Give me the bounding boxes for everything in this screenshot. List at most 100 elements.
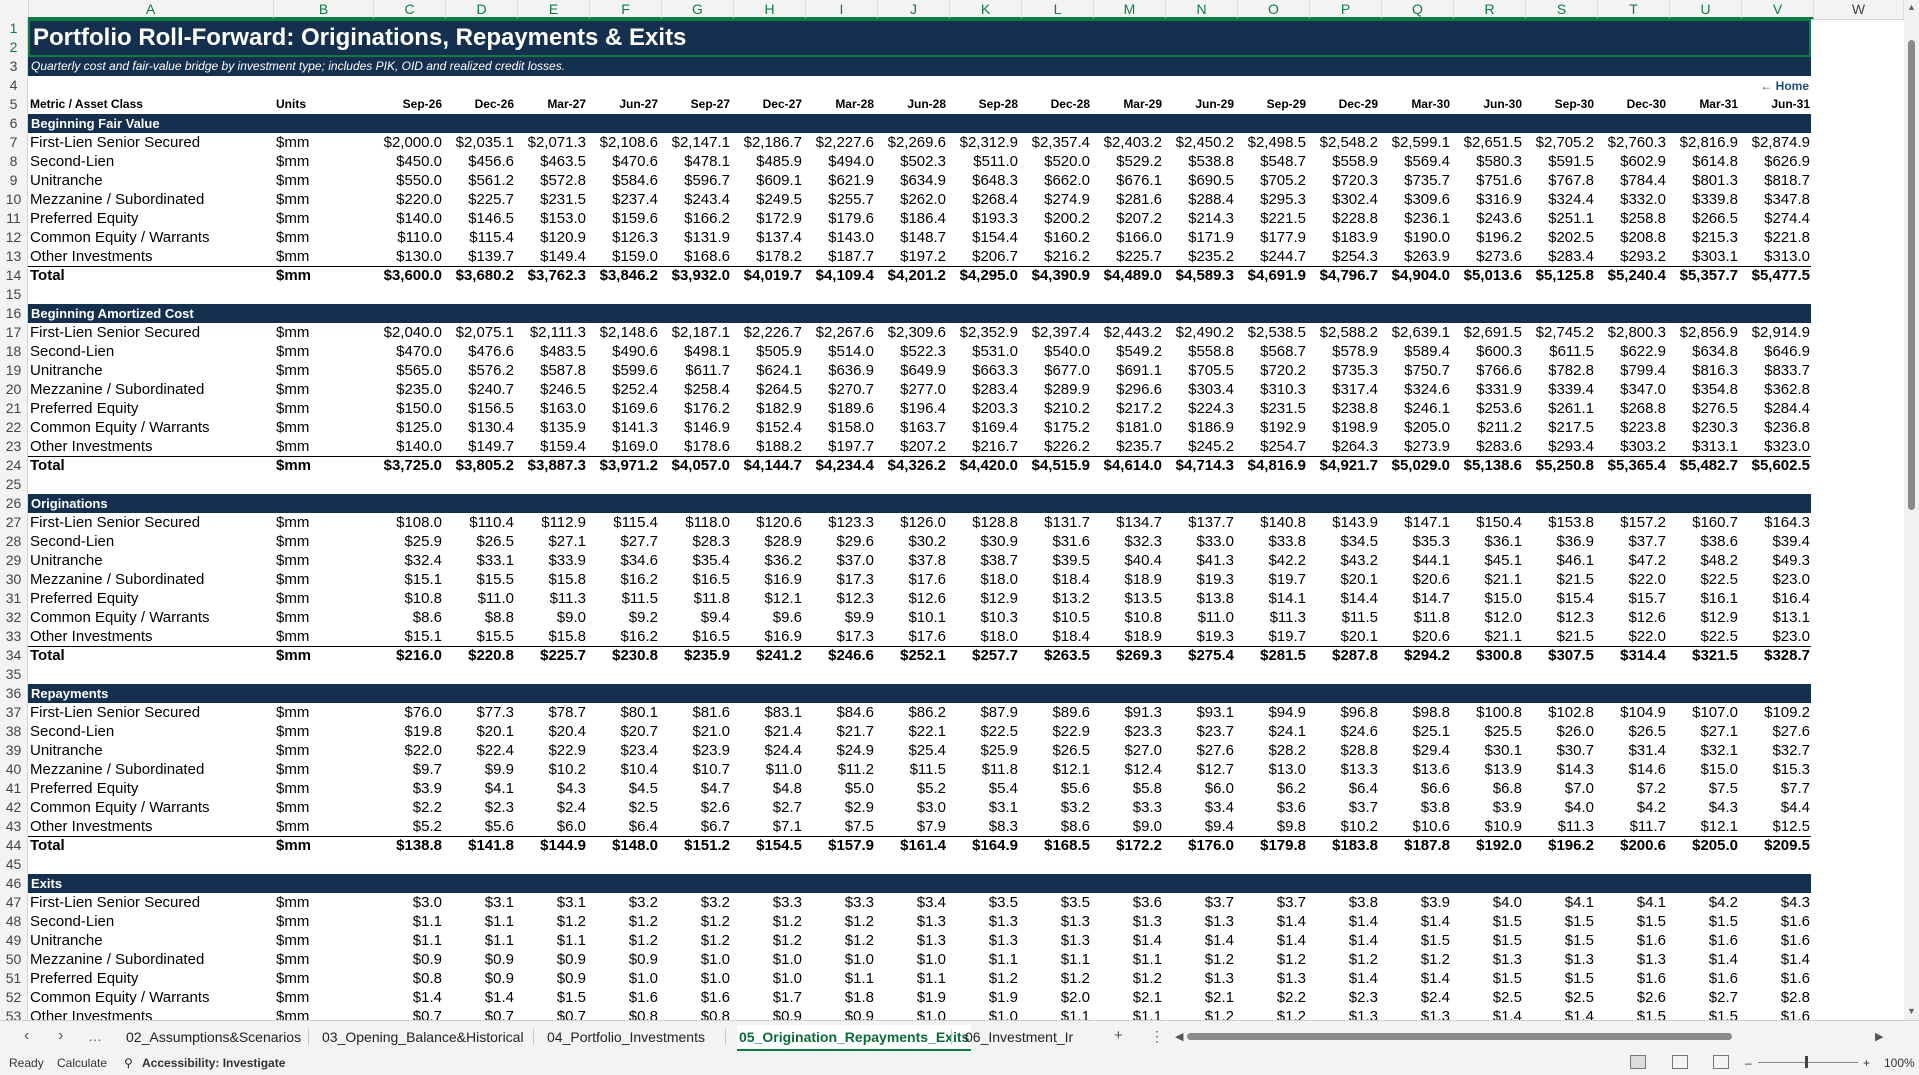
value-cell[interactable]: $28.2 <box>1268 742 1306 759</box>
value-cell[interactable]: $24.1 <box>1268 723 1306 740</box>
value-cell[interactable]: $159.6 <box>612 210 658 227</box>
value-cell[interactable]: $235.0 <box>396 381 442 398</box>
value-cell[interactable]: $27.1 <box>548 533 586 550</box>
value-cell[interactable]: $12.5 <box>1772 818 1810 835</box>
value-cell[interactable]: $1.6 <box>1780 932 1810 949</box>
value-cell[interactable]: $12.1 <box>1052 761 1090 778</box>
row-units[interactable]: $mm <box>276 248 310 265</box>
total-value-cell[interactable]: $252.1 <box>900 647 946 664</box>
value-cell[interactable]: $1.1 <box>844 970 874 987</box>
value-cell[interactable]: $801.3 <box>1692 172 1738 189</box>
value-cell[interactable]: $1.2 <box>1132 970 1162 987</box>
value-cell[interactable]: $171.9 <box>1188 229 1234 246</box>
value-cell[interactable]: $1.3 <box>1204 913 1234 930</box>
value-cell[interactable]: $40.4 <box>1124 552 1162 569</box>
value-cell[interactable]: $2,108.6 <box>599 134 658 151</box>
value-cell[interactable]: $339.8 <box>1692 191 1738 208</box>
value-cell[interactable]: $284.4 <box>1764 400 1810 417</box>
value-cell[interactable]: $4.3 <box>1780 894 1810 911</box>
value-cell[interactable]: $261.1 <box>1548 400 1594 417</box>
row-label[interactable]: Second-Lien <box>30 723 115 740</box>
value-cell[interactable]: $2,147.1 <box>671 134 730 151</box>
value-cell[interactable]: $196.4 <box>900 400 946 417</box>
total-value-cell[interactable]: $4,109.4 <box>815 267 874 284</box>
total-value-cell[interactable]: $154.5 <box>756 837 802 854</box>
total-value-cell[interactable]: $176.0 <box>1188 837 1234 854</box>
value-cell[interactable]: $216.2 <box>1044 248 1090 265</box>
value-cell[interactable]: $20.6 <box>1412 571 1450 588</box>
value-cell[interactable]: $1.5 <box>1492 913 1522 930</box>
row-header-35[interactable]: 35 <box>0 665 28 684</box>
value-cell[interactable]: $2,148.6 <box>599 324 658 341</box>
row-units[interactable]: $mm <box>276 628 310 645</box>
row-header-24[interactable]: 24 <box>0 456 28 475</box>
value-cell[interactable]: $281.6 <box>1116 191 1162 208</box>
value-cell[interactable]: $600.3 <box>1476 343 1522 360</box>
value-cell[interactable]: $221.8 <box>1764 229 1810 246</box>
row-header-27[interactable]: 27 <box>0 513 28 532</box>
value-cell[interactable]: $296.6 <box>1116 381 1162 398</box>
value-cell[interactable]: $572.8 <box>540 172 586 189</box>
value-cell[interactable]: $540.0 <box>1044 343 1090 360</box>
value-cell[interactable]: $309.6 <box>1404 191 1450 208</box>
value-cell[interactable]: $24.6 <box>1340 723 1378 740</box>
column-header-m[interactable]: M <box>1094 0 1166 19</box>
value-cell[interactable]: $295.3 <box>1260 191 1306 208</box>
row-header-20[interactable]: 20 <box>0 380 28 399</box>
value-cell[interactable]: $177.9 <box>1260 229 1306 246</box>
value-cell[interactable]: $45.1 <box>1484 552 1522 569</box>
total-value-cell[interactable]: $4,420.0 <box>959 457 1018 474</box>
value-cell[interactable]: $243.6 <box>1476 210 1522 227</box>
value-cell[interactable]: $28.8 <box>1340 742 1378 759</box>
value-cell[interactable]: $483.5 <box>540 343 586 360</box>
row-units[interactable]: $mm <box>276 229 310 246</box>
value-cell[interactable]: $11.8 <box>981 761 1018 778</box>
row-header-12[interactable]: 12 <box>0 228 28 247</box>
row-units[interactable]: $mm <box>276 381 310 398</box>
value-cell[interactable]: $187.7 <box>828 248 874 265</box>
value-cell[interactable]: $531.0 <box>972 343 1018 360</box>
value-cell[interactable]: $31.4 <box>1628 742 1666 759</box>
value-cell[interactable]: $17.3 <box>836 571 874 588</box>
row-header-53[interactable]: 53 <box>0 1007 28 1020</box>
value-cell[interactable]: $561.2 <box>468 172 514 189</box>
value-cell[interactable]: $3.3 <box>1132 799 1162 816</box>
value-cell[interactable]: $293.2 <box>1620 248 1666 265</box>
value-cell[interactable]: $169.0 <box>612 438 658 455</box>
row-header-18[interactable]: 18 <box>0 342 28 361</box>
value-cell[interactable]: $316.9 <box>1476 191 1522 208</box>
value-cell[interactable]: $11.0 <box>477 590 514 607</box>
column-header-c[interactable]: C <box>374 0 446 19</box>
value-cell[interactable]: $270.7 <box>828 381 874 398</box>
value-cell[interactable]: $15.8 <box>548 571 586 588</box>
value-cell[interactable]: $9.4 <box>1204 818 1234 835</box>
value-cell[interactable]: $21.7 <box>836 723 874 740</box>
value-cell[interactable]: $3.9 <box>412 780 442 797</box>
value-cell[interactable]: $2,040.0 <box>383 324 442 341</box>
value-cell[interactable]: $140.8 <box>1260 514 1306 531</box>
value-cell[interactable]: $36.9 <box>1556 533 1594 550</box>
row-header-38[interactable]: 38 <box>0 722 28 741</box>
value-cell[interactable]: $5.4 <box>988 780 1018 797</box>
prev-sheet-icon[interactable]: ‹ <box>24 1027 30 1044</box>
row-units[interactable]: $mm <box>276 400 310 417</box>
value-cell[interactable]: $42.2 <box>1268 552 1306 569</box>
value-cell[interactable]: $23.0 <box>1772 628 1810 645</box>
value-cell[interactable]: $10.8 <box>404 590 442 607</box>
vertical-scroll-thumb[interactable] <box>1908 40 1915 510</box>
home-link[interactable]: ← Home <box>1760 79 1809 93</box>
value-cell[interactable]: $1.2 <box>1348 951 1378 968</box>
value-cell[interactable]: $11.5 <box>1341 609 1378 626</box>
row-label[interactable]: Unitranche <box>30 932 103 949</box>
value-cell[interactable]: $1.4 <box>1276 932 1306 949</box>
next-sheet-icon[interactable]: › <box>58 1027 64 1044</box>
total-units[interactable]: $mm <box>276 457 312 474</box>
value-cell[interactable]: $164.3 <box>1764 514 1810 531</box>
value-cell[interactable]: $175.2 <box>1044 419 1090 436</box>
row-header-33[interactable]: 33 <box>0 627 28 646</box>
value-cell[interactable]: $720.2 <box>1260 362 1306 379</box>
row-units[interactable]: $mm <box>276 761 310 778</box>
value-cell[interactable]: $12.9 <box>1700 609 1738 626</box>
value-cell[interactable]: $20.6 <box>1412 628 1450 645</box>
total-value-cell[interactable]: $269.3 <box>1116 647 1162 664</box>
